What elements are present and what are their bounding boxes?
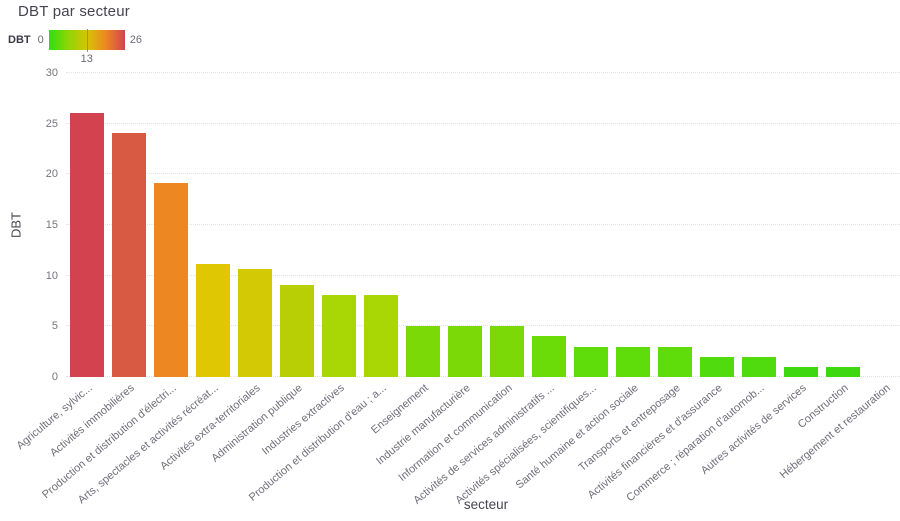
bar[interactable] [154,183,188,377]
bar[interactable] [574,346,608,377]
bar[interactable] [280,284,314,377]
gridline [66,122,900,124]
gridline [66,325,900,327]
chart-title: DBT par secteur [18,3,130,20]
y-tick-label: 10 [45,269,58,282]
gridline [66,376,900,377]
colorbar: 13 [48,29,125,65]
bar[interactable] [70,112,104,377]
y-tick-label: 25 [45,117,58,130]
bar[interactable] [448,326,482,377]
bar[interactable] [658,346,692,377]
y-tick-label: 20 [45,168,58,181]
bar[interactable] [112,132,146,377]
bar[interactable] [196,263,230,377]
bar[interactable] [826,366,860,377]
y-tick-label: 0 [51,371,58,383]
gridline [66,173,900,175]
colorbar-midpoint-tick [86,29,88,52]
x-axis-title: secteur [463,497,509,512]
bar[interactable] [742,356,776,377]
bar[interactable] [322,294,356,377]
gridline [66,274,900,276]
gridline [66,72,900,73]
y-tick-label: 30 [45,67,58,79]
bar[interactable] [532,336,566,377]
colorbar-max-value: 26 [129,34,142,46]
colorbar-label: DBT [8,34,31,46]
colorbar-legend: DBT 0 13 26 [8,29,142,65]
bar[interactable] [490,326,524,377]
colorbar-min-value: 0 [37,34,44,46]
gridline [66,224,900,225]
bar[interactable] [238,268,272,377]
plot-area [66,72,900,377]
y-axis-tick-labels: 0 5 10 15 20 25 30 [0,67,58,383]
colorbar-midpoint-value: 13 [80,53,93,65]
bar[interactable] [784,366,818,377]
bar[interactable] [406,326,440,377]
y-tick-label: 15 [45,219,58,231]
y-tick-label: 5 [51,320,58,333]
bar[interactable] [700,356,734,377]
bar[interactable] [616,346,650,377]
x-axis-tick-labels: Agriculture, sylvic... Activités immobili… [14,380,900,507]
bar[interactable] [364,294,398,377]
